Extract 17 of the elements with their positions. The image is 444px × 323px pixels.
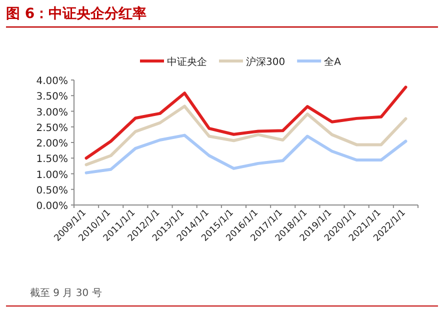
legend-label: 全A bbox=[324, 56, 342, 68]
text: 截至 9 月 30 号 bbox=[30, 287, 102, 299]
y-tick-label: 2.00% bbox=[36, 138, 68, 150]
line-series bbox=[84, 104, 408, 166]
y-tick-label: 1.50% bbox=[36, 154, 68, 166]
y-tick-label: 3.50% bbox=[36, 92, 68, 103]
chart-title: 图 6：中证央企分红率 bbox=[6, 5, 147, 22]
y-tick-label: 1.00% bbox=[36, 170, 68, 181]
line-series bbox=[84, 134, 408, 174]
y-tick-label: 4.00% bbox=[36, 76, 68, 87]
legend-label: 中证央企 bbox=[167, 56, 207, 68]
y-tick-label: 2.50% bbox=[36, 122, 68, 134]
y-tick-label: 0.00% bbox=[36, 201, 68, 212]
y-tick-label: 3.00% bbox=[36, 107, 68, 118]
y-tick-label: 0.50% bbox=[36, 185, 68, 196]
line-series bbox=[84, 86, 408, 160]
legend-label: 沪深300 bbox=[246, 56, 286, 68]
